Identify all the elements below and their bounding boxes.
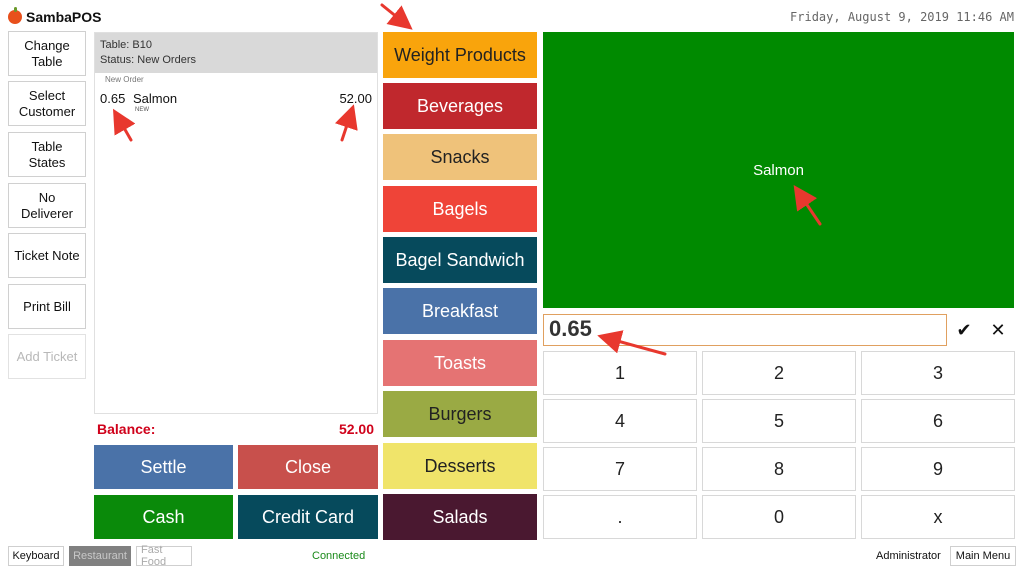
keyboard-button[interactable]: Keyboard [8, 546, 64, 566]
select-customer-button[interactable]: Select Customer [8, 81, 86, 126]
numpad-key-5[interactable]: 5 [702, 399, 856, 443]
print-bill-button[interactable]: Print Bill [8, 284, 86, 329]
fast-food-button[interactable]: Fast Food [136, 544, 192, 568]
category-desserts[interactable]: Desserts [383, 443, 537, 489]
main-menu-button[interactable]: Main Menu [950, 546, 1016, 566]
balance-value: 52.00 [338, 421, 374, 437]
app-name: SambaPOS [26, 9, 102, 25]
order-price: 52.00 [339, 91, 372, 106]
numpad-key-0[interactable]: 0 [702, 495, 856, 539]
new-order-label: New Order [105, 75, 144, 84]
numpad-key-7[interactable]: 7 [543, 447, 697, 491]
numpad-key-9[interactable]: 9 [861, 447, 1015, 491]
close-icon[interactable]: ✕ [982, 314, 1014, 346]
balance-label: Balance: [97, 421, 156, 437]
connection-status: Connected [312, 550, 366, 562]
numpad-key-6[interactable]: 6 [861, 399, 1015, 443]
category-weight-products[interactable]: Weight Products [383, 32, 537, 78]
category-toasts[interactable]: Toasts [383, 340, 537, 386]
table-states-button[interactable]: Table States [8, 132, 86, 177]
product-label: Salmon [753, 162, 804, 179]
category-snacks[interactable]: Snacks [383, 134, 537, 180]
numpad-key-3[interactable]: 3 [861, 351, 1015, 395]
annotation-arrow [380, 3, 413, 30]
cash-button[interactable]: Cash [94, 495, 233, 539]
ticket-status: Status: New Orders [100, 54, 196, 66]
ticket-header: Table: B10 Status: New Orders [95, 33, 377, 73]
ticket-panel: Table: B10 Status: New Orders New Order … [94, 32, 378, 414]
numpad-input[interactable]: 0.65 [543, 314, 947, 346]
no-deliverer-button[interactable]: No Deliverer [8, 183, 86, 228]
order-quantity: 0.65 [100, 91, 126, 106]
ticket-note-button[interactable]: Ticket Note [8, 233, 86, 278]
check-icon[interactable]: ✔ [948, 314, 980, 346]
close-button[interactable]: Close [238, 445, 378, 489]
category-burgers[interactable]: Burgers [383, 391, 537, 437]
add-ticket-button[interactable]: Add Ticket [8, 334, 86, 379]
order-name: Salmon [133, 91, 178, 106]
restaurant-button[interactable]: Restaurant [69, 546, 131, 566]
category-bagels[interactable]: Bagels [383, 186, 537, 232]
category-breakfast[interactable]: Breakfast [383, 288, 537, 334]
order-tag: NEW [135, 107, 149, 113]
category-beverages[interactable]: Beverages [383, 83, 537, 129]
user-name: Administrator [876, 550, 941, 562]
numpad-key-decimal[interactable]: . [543, 495, 697, 539]
numpad-key-2[interactable]: 2 [702, 351, 856, 395]
app-logo: SambaPOS [8, 7, 102, 26]
numpad-key-multiply[interactable]: x [861, 495, 1015, 539]
category-bagel-sandwich[interactable]: Bagel Sandwich [383, 237, 537, 283]
ticket-table: Table: B10 [100, 39, 152, 51]
settle-button[interactable]: Settle [94, 445, 233, 489]
numpad-key-4[interactable]: 4 [543, 399, 697, 443]
datetime-display: Friday, August 9, 2019 11:46 AM [790, 10, 1014, 24]
product-button-salmon[interactable] [543, 32, 1014, 308]
category-salads[interactable]: Salads [383, 494, 537, 540]
numpad-key-8[interactable]: 8 [702, 447, 856, 491]
sambapos-logo-icon [8, 7, 22, 24]
change-table-button[interactable]: Change Table [8, 31, 86, 76]
numpad-key-1[interactable]: 1 [543, 351, 697, 395]
credit-card-button[interactable]: Credit Card [238, 495, 378, 539]
